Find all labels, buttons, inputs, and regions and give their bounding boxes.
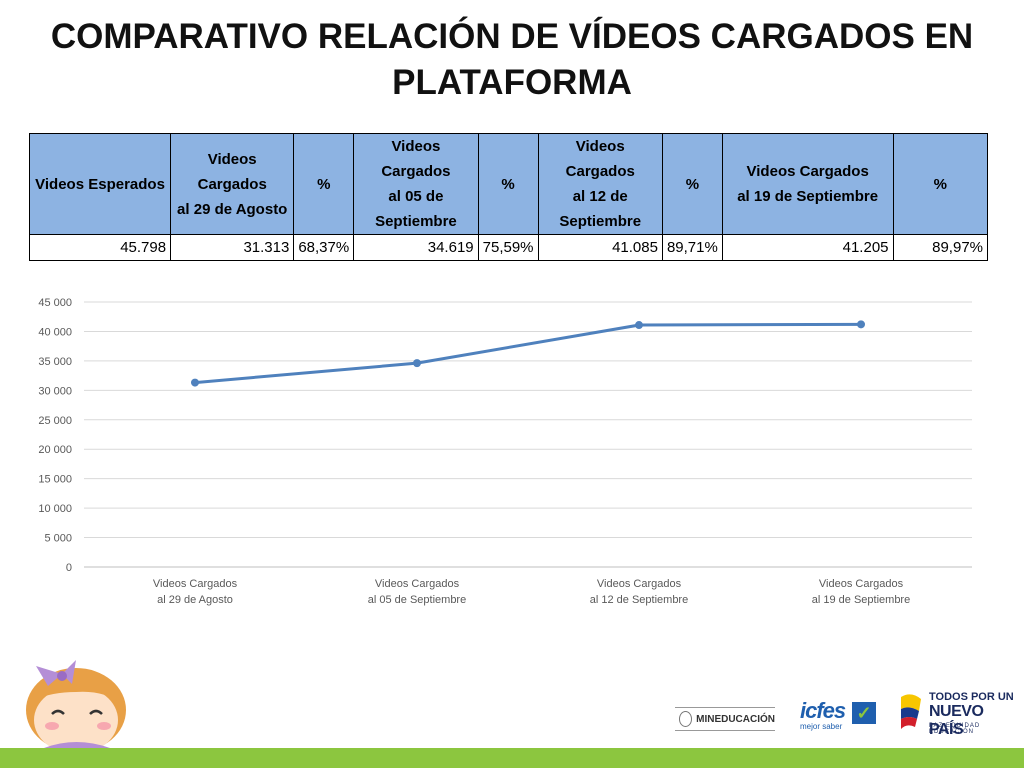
- todos-line-2: NUEVO PAÍS: [929, 703, 984, 738]
- y-tick-label: 25 000: [38, 415, 72, 427]
- header-line: Septiembre: [375, 213, 457, 230]
- header-line: al 12 de: [572, 188, 628, 205]
- table-cell: 75,59%: [477, 234, 539, 261]
- table-cell: 45.798: [28, 234, 172, 261]
- y-tick-label: 10 000: [38, 503, 72, 515]
- x-tick-label: Videos Cargados: [375, 578, 460, 590]
- table-cell: 89,71%: [661, 234, 723, 261]
- x-tick-label: Videos Cargados: [153, 578, 238, 590]
- x-tick-label: al 05 de Septiembre: [368, 594, 466, 606]
- x-tick-label: Videos Cargados: [819, 578, 904, 590]
- icfes-name: icfes: [800, 698, 846, 723]
- header-line: Videos Cargados: [197, 150, 267, 193]
- table-header-cell: Videos Cargados al 12 de Septiembre: [537, 133, 663, 235]
- y-tick-label: 0: [66, 562, 72, 574]
- chart-gridlines: [84, 301, 972, 568]
- header-line: %: [933, 175, 947, 193]
- slide-title: COMPARATIVO RELACIÓN DE VÍDEOS CARGADOS …: [40, 14, 984, 106]
- table-cell: 68,37%: [293, 234, 355, 261]
- mineducacion-label: MINEDUCACIÓN: [696, 713, 775, 725]
- data-point: [857, 320, 865, 329]
- header-line: Septiembre: [559, 213, 642, 230]
- header-line: al 05 de: [388, 188, 444, 205]
- y-tick-label: 20 000: [38, 444, 72, 456]
- y-tick-label: 40 000: [38, 326, 72, 338]
- chart-series: [191, 320, 865, 387]
- colombia-flag-icon: [901, 694, 921, 729]
- table-header-cell: %: [661, 133, 723, 235]
- table-header-cell: Videos Esperados: [28, 133, 172, 235]
- table-cell: 41.085: [537, 234, 663, 261]
- header-line: Videos Cargados: [746, 163, 869, 180]
- table-cell: 34.619: [353, 234, 479, 261]
- x-tick-label: al 12 de Septiembre: [590, 594, 688, 606]
- x-tick-label: al 29 de Agosto: [157, 594, 233, 606]
- icfes-tagline: mejor saber: [800, 722, 843, 731]
- header-line: Videos Cargados: [381, 138, 451, 180]
- title-line-1: COMPARATIVO RELACIÓN DE VÍDEOS CARGADOS …: [50, 17, 974, 56]
- table-header-cell: Videos Cargados al 05 de Septiembre: [353, 133, 479, 235]
- comparison-table: Videos Esperados Videos Cargados al 29 de …: [28, 133, 989, 261]
- x-tick-label: Videos Cargados: [597, 578, 682, 590]
- header-line: %: [685, 175, 700, 193]
- table-header-cell: %: [892, 133, 989, 235]
- seal-icon: [679, 711, 693, 727]
- table-header-cell: %: [293, 133, 355, 235]
- mineducacion-logo: MINEDUCACIÓN: [675, 707, 775, 731]
- header-line: Videos Cargados: [565, 138, 635, 180]
- x-tick-label: al 19 de Septiembre: [812, 594, 910, 606]
- data-point: [191, 378, 199, 387]
- y-tick-label: 5 000: [44, 533, 72, 545]
- y-tick-label: 45 000: [38, 297, 72, 309]
- table-header-cell: %: [477, 133, 539, 235]
- icfes-logo: icfes mejor saber ✓: [800, 700, 880, 736]
- header-line: %: [317, 175, 331, 193]
- footer-bar: [0, 748, 1024, 768]
- data-point: [635, 321, 643, 330]
- table-header-cell: Videos Cargados al 19 de Septiembre: [721, 133, 894, 235]
- header-line: Videos Esperados: [35, 175, 165, 193]
- todos-line-3: PAZ EQUIDAD EDUCACIÓN: [929, 723, 981, 735]
- girl-mascot-icon: [26, 660, 126, 752]
- checkmark-icon: ✓: [852, 702, 876, 724]
- data-point: [413, 359, 421, 368]
- todos-por-un-nuevo-pais-logo: TODOS POR UN NUEVO PAÍS PAZ EQUIDAD EDUC…: [897, 687, 1017, 738]
- table-cell: 31.313: [170, 234, 295, 261]
- x-axis-tick-labels: Videos Cargados al 29 de Agosto Videos Car…: [153, 578, 910, 606]
- y-tick-label: 30 000: [38, 385, 72, 397]
- series-line: [194, 322, 862, 385]
- todos-line-1: TODOS POR UN: [929, 691, 1014, 703]
- table-cell: 41.205: [721, 234, 894, 261]
- title-line-2: PLATAFORMA: [392, 63, 632, 102]
- y-tick-label: 35 000: [38, 356, 72, 368]
- table-header-row: Videos Esperados Videos Cargados al 29 de …: [28, 133, 989, 235]
- y-tick-label: 15 000: [38, 474, 72, 486]
- line-chart: 0 5 000 10 000 15 000 20 000 25 000 30 000 35 0…: [38, 297, 972, 606]
- table-row: 45.798 31.313 68,37% 34.619 75,59% 41.085 89,7…: [28, 234, 989, 261]
- header-line: al 29 de Agosto: [177, 200, 288, 218]
- table-cell: 89,97%: [892, 234, 989, 261]
- table-header-cell: Videos Cargados al 29 de Agosto: [170, 133, 295, 235]
- y-axis-tick-labels: 0 5 000 10 000 15 000 20 000 25 000 30 000 35 0…: [38, 297, 72, 574]
- header-line: %: [501, 175, 515, 193]
- header-line: al 19 de Septiembre: [737, 188, 879, 205]
